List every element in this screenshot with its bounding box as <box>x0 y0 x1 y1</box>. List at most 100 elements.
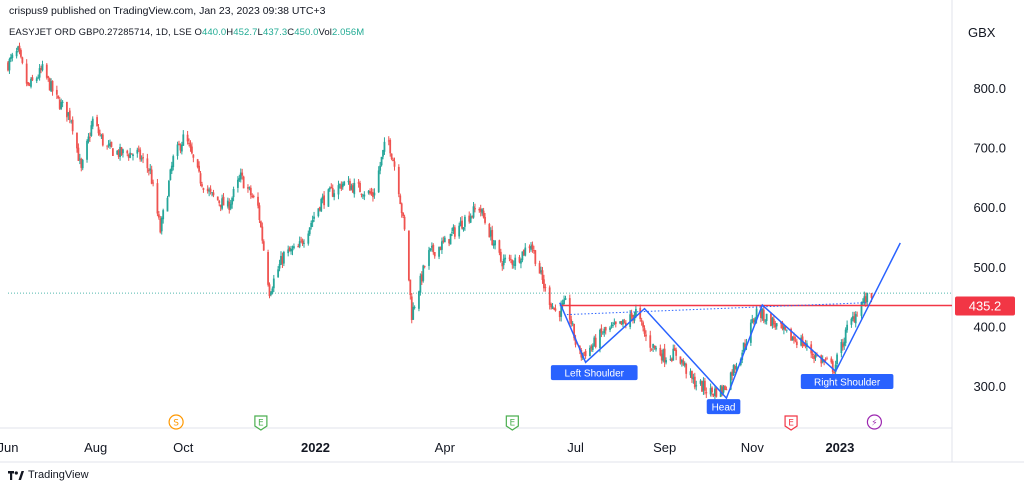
event-marker-shape <box>168 414 184 430</box>
candle-body <box>78 158 81 160</box>
candle-body <box>721 386 724 394</box>
candle-body <box>468 215 471 222</box>
candle-body <box>360 193 363 195</box>
candle-body <box>439 246 442 251</box>
candle-body <box>343 181 346 186</box>
candle-body <box>438 247 440 257</box>
event-marker-shape <box>254 415 268 431</box>
event-marker-news-icon: ⚡ <box>866 414 883 430</box>
candle-body <box>122 149 124 154</box>
ohlc-values: O440.0H452.7L437.3C450.0Vol2.056M <box>195 27 365 38</box>
candle-body <box>560 305 563 317</box>
event-marker-split-icon: S <box>168 414 184 430</box>
candle-body <box>189 144 192 149</box>
event-marker-shape <box>866 414 883 430</box>
ohlc-key-vol: Vol <box>318 27 332 38</box>
candle-body <box>860 302 863 316</box>
candle-body <box>693 376 696 388</box>
candle-body <box>632 315 634 320</box>
candle-body <box>851 316 854 319</box>
candle-body <box>760 309 762 318</box>
candle-body <box>613 322 616 325</box>
candle-body <box>7 62 9 71</box>
candle-body <box>770 313 772 327</box>
candle-body <box>448 239 451 244</box>
candle-body <box>313 216 315 219</box>
candle-body <box>765 313 768 321</box>
candle-body <box>196 159 199 168</box>
candle-body <box>735 366 738 370</box>
candle-body <box>222 196 225 206</box>
candle-body <box>672 348 675 361</box>
candle-body <box>430 245 433 248</box>
candle-body <box>109 143 111 147</box>
candle-body <box>178 143 180 145</box>
candle-body <box>367 190 370 194</box>
candle-body <box>461 220 463 229</box>
candle-body <box>382 150 384 157</box>
candle-body <box>604 327 607 331</box>
ohlc-value-h: 452.7 <box>233 27 258 38</box>
x-tick-label: Jun <box>0 440 18 455</box>
candle-body <box>328 187 331 190</box>
candle-body <box>129 152 132 158</box>
candle-body <box>403 216 406 230</box>
candle-body <box>532 250 535 251</box>
candle-body <box>622 319 624 325</box>
candle-body <box>331 188 334 197</box>
candle-body <box>512 264 515 266</box>
head-shoulders-pattern <box>559 242 901 400</box>
candle-body <box>571 323 574 325</box>
candle-body <box>521 251 524 261</box>
candle-body <box>262 241 265 251</box>
candle-body <box>150 169 153 184</box>
candle-body <box>511 260 514 265</box>
candle-body <box>573 323 576 339</box>
candle-body <box>111 148 114 156</box>
candle-body <box>320 199 323 212</box>
candle-body <box>107 144 110 146</box>
ohlc-value-c: 450.0 <box>294 27 319 38</box>
candle-body <box>127 154 130 158</box>
x-tick-label: 2023 <box>825 440 854 455</box>
candle-body <box>409 279 412 296</box>
candle-body <box>80 158 83 168</box>
x-tick-label: Sep <box>653 440 676 455</box>
candle-body <box>77 147 80 161</box>
candle-body <box>218 200 221 204</box>
candle-body <box>422 265 425 281</box>
y-tick-label: 700.0 <box>973 140 1006 155</box>
candle-body <box>772 319 775 324</box>
ohlc-key-l: L <box>257 27 263 38</box>
candle-body <box>392 159 394 162</box>
pattern-label: Right Shoulder <box>800 374 894 390</box>
candle-body <box>96 117 98 126</box>
candle-body <box>731 371 734 376</box>
candle-body <box>99 133 101 135</box>
candle-body <box>38 68 41 78</box>
candle-body <box>689 371 692 376</box>
candle-body <box>130 153 133 155</box>
candle-body <box>610 325 613 326</box>
candle-body <box>669 358 672 360</box>
candle-body <box>846 324 849 331</box>
candle-body <box>732 365 735 376</box>
candle-body <box>583 352 586 354</box>
candle-body <box>729 372 732 390</box>
event-marker-earnings-down-icon: E <box>784 415 798 431</box>
candle-body <box>540 270 542 273</box>
candle-body <box>574 338 577 345</box>
candle-body <box>239 172 242 180</box>
candle-body <box>97 127 100 134</box>
candle-body <box>330 186 333 189</box>
candle-body <box>441 241 443 250</box>
candle-body <box>844 329 847 344</box>
candle-body <box>389 139 392 154</box>
candle-body <box>333 193 336 198</box>
candle-body <box>323 195 326 206</box>
candle-body <box>803 344 805 346</box>
candle-body <box>159 218 162 233</box>
candle-body <box>379 165 382 171</box>
candle-body <box>834 364 837 373</box>
